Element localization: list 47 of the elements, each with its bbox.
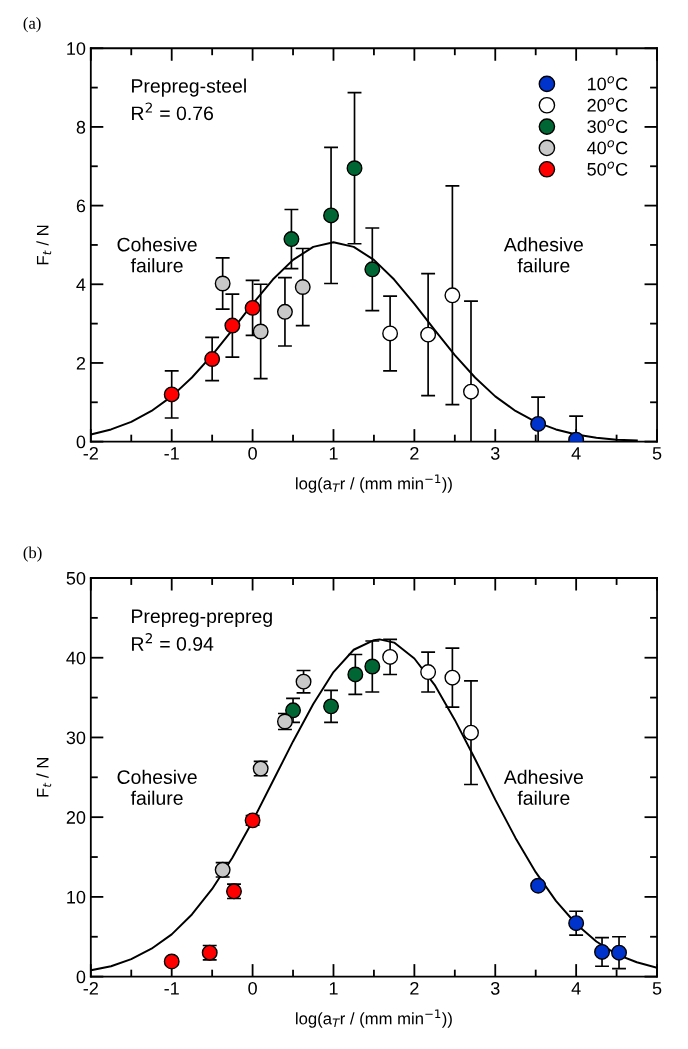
x-axis-title: log(a$_{T}$r / (mm min$^{−1}$)) — [296, 1009, 452, 1028]
x-tick-label: -1 — [164, 982, 179, 995]
legend-label: 10$^{o}$C — [588, 76, 628, 91]
x-tick-label: 2 — [410, 981, 419, 995]
y-tick-label: 40 — [66, 651, 86, 665]
annotation: Prepreg-prepreg — [132, 609, 272, 627]
y-axis-title: F$_{t}$ / N — [36, 225, 52, 265]
annotation: Adhesive failure — [503, 769, 583, 805]
y-tick-label: 2 — [76, 356, 86, 370]
y-tick-label: 0 — [76, 970, 86, 984]
annotation: Adhesive failure — [503, 237, 583, 273]
y-tick-label: 0 — [76, 435, 86, 449]
y-tick-label: 50 — [66, 571, 86, 585]
legend-label: 30$^{o}$C — [587, 118, 628, 133]
x-tick-label: 4 — [571, 447, 581, 460]
x-tick-label: -1 — [164, 447, 179, 460]
x-tick-label: 5 — [652, 447, 662, 460]
legend-label: 50$^{o}$C — [587, 161, 628, 176]
x-tick-label: 5 — [652, 982, 662, 995]
x-tick-label: 3 — [490, 981, 500, 995]
legend-label: 20$^{o}$C — [587, 97, 628, 112]
x-tick-label: 4 — [571, 982, 581, 995]
x-axis-title: log(a$_{T}$r / (mm min$^{−1}$)) — [296, 474, 452, 493]
x-tick-label: 2 — [410, 446, 419, 460]
x-tick-label: -2 — [83, 981, 98, 995]
y-tick-label: 10 — [67, 890, 86, 904]
legend-label: 40$^{o}$C — [587, 140, 628, 155]
y-axis-title: F$_{t}$ / N — [36, 758, 52, 797]
x-tick-label: -2 — [83, 446, 98, 460]
y-tick-label: 20 — [66, 811, 86, 824]
annotation: Prepreg-steel — [132, 78, 246, 97]
x-tick-label: 0 — [248, 446, 257, 460]
y-tick-label: 6 — [76, 199, 86, 213]
y-tick-label: 8 — [76, 120, 86, 134]
annotation: Cohesive failure — [117, 237, 197, 273]
text: (a) — [23, 17, 41, 33]
x-tick-label: 1 — [329, 447, 338, 460]
text: (b) — [23, 546, 42, 562]
annotation: R$^{2}$ = 0.76 — [132, 102, 214, 121]
annotation: R$^{2}$ = 0.94 — [132, 633, 214, 651]
y-tick-label: 10 — [67, 42, 86, 55]
y-tick-label: 4 — [76, 278, 86, 291]
annotation: Cohesive failure — [117, 769, 197, 805]
x-tick-label: 0 — [248, 981, 257, 995]
x-tick-label: 3 — [490, 446, 500, 460]
y-tick-label: 30 — [66, 731, 86, 745]
x-tick-label: 1 — [329, 982, 338, 995]
